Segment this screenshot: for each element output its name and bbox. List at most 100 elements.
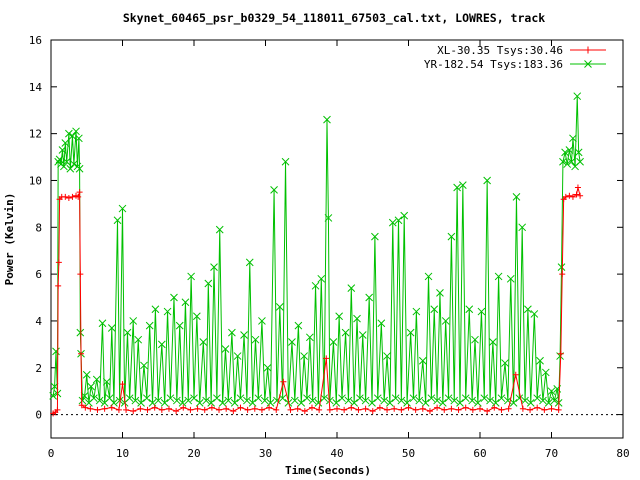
data-point [356, 394, 364, 403]
data-point [70, 160, 78, 168]
data-point [68, 132, 77, 140]
data-point [75, 164, 84, 173]
data-point [166, 394, 175, 403]
data-point [547, 387, 556, 396]
data-point [398, 406, 405, 413]
data-point [561, 148, 569, 157]
data-point [108, 404, 115, 411]
data-point [224, 396, 233, 405]
data-point [65, 195, 72, 202]
data-point [562, 193, 569, 200]
data-point [263, 363, 272, 372]
data-point [87, 405, 94, 412]
data-point [557, 350, 564, 357]
data-point [386, 399, 394, 407]
data-point [165, 405, 172, 412]
data-point [157, 340, 166, 349]
data-point [210, 263, 218, 271]
data-point [245, 258, 254, 267]
legend-label: XL-30.35 Tsys:30.46 [437, 44, 563, 57]
data-point [544, 399, 553, 407]
series-line [52, 187, 581, 414]
data-point [199, 338, 208, 346]
data-point [129, 317, 138, 325]
data-point [400, 211, 409, 220]
data-point [118, 204, 127, 213]
data-point [230, 399, 239, 407]
data-point [569, 134, 577, 143]
y-tick-label: 2 [35, 362, 42, 375]
data-point [362, 405, 369, 412]
data-point [218, 399, 227, 407]
data-point [477, 307, 486, 316]
data-point [541, 368, 550, 377]
data-point [325, 396, 334, 405]
data-point [447, 232, 456, 241]
data-point [534, 404, 541, 411]
data-point [78, 402, 85, 409]
data-point [338, 394, 346, 403]
data-point [419, 405, 426, 412]
series-yr [49, 92, 584, 407]
data-point [270, 185, 278, 194]
data-point [368, 399, 376, 407]
data-point [406, 328, 415, 337]
data-point [244, 406, 251, 413]
data-point [275, 303, 284, 311]
data-point [574, 184, 581, 191]
data-point [436, 288, 444, 297]
y-tick-label: 8 [35, 221, 42, 234]
data-point [369, 408, 376, 415]
data-point [444, 394, 453, 403]
data-point [384, 406, 391, 413]
data-point [486, 396, 494, 405]
data-point [573, 92, 582, 101]
data-point [383, 352, 391, 360]
data-point [469, 406, 476, 413]
data-point [216, 406, 223, 413]
data-point [455, 406, 462, 413]
data-point [524, 305, 532, 314]
data-point [228, 328, 236, 337]
data-point [394, 216, 403, 225]
data-point [566, 192, 573, 199]
data-point [480, 394, 489, 403]
data-point [526, 399, 535, 407]
x-tick-label: 80 [616, 447, 629, 460]
data-point [501, 359, 509, 367]
data-point [77, 271, 84, 278]
data-point [154, 396, 163, 405]
data-point [251, 335, 260, 344]
x-axis: 0 10 20 30 40 50 60 70 80 [48, 40, 630, 460]
data-point [380, 396, 389, 405]
data-point [107, 324, 116, 332]
data-point [76, 328, 85, 337]
data-point [248, 399, 257, 407]
data-point [78, 350, 85, 357]
x-axis-label: Time(Seconds) [285, 464, 371, 477]
data-point [465, 305, 474, 314]
x-tick-label: 70 [545, 447, 558, 460]
data-point [204, 279, 213, 288]
data-point [254, 394, 263, 403]
data-point [491, 399, 500, 407]
data-point [376, 404, 383, 411]
data-point [518, 223, 527, 232]
data-point [294, 405, 301, 412]
data-point [424, 272, 433, 281]
data-point [131, 396, 140, 405]
data-point [434, 404, 441, 411]
data-point [137, 405, 144, 412]
data-point [62, 193, 69, 200]
data-point [90, 394, 98, 403]
data-point [361, 396, 370, 405]
data-point [430, 305, 439, 314]
y-axis: 0 2 4 6 8 10 12 14 16 [29, 34, 623, 422]
data-point [576, 157, 584, 166]
data-point [208, 404, 215, 411]
y-tick-label: 12 [29, 128, 42, 141]
data-point [371, 232, 379, 241]
data-point [62, 157, 71, 166]
data-point [113, 216, 122, 225]
data-point [567, 157, 576, 166]
